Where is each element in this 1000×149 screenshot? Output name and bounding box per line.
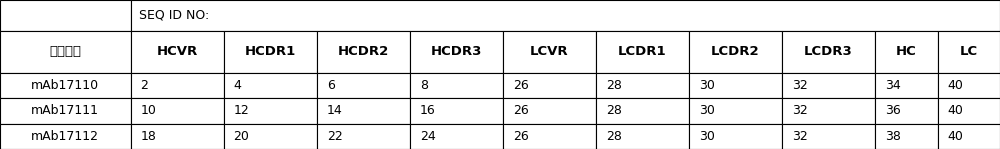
Bar [938,31,1000,73]
Text: 26: 26 [513,79,529,92]
Bar [782,31,875,73]
Bar [317,124,410,149]
Bar [317,31,410,73]
Bar [875,98,938,124]
Text: SEQ ID NO:: SEQ ID NO: [139,9,209,22]
Bar [317,98,410,124]
Bar [938,124,1000,149]
Text: 36: 36 [885,104,901,117]
Bar [938,98,1000,124]
Text: 30: 30 [699,130,715,143]
Text: LC: LC [960,45,978,58]
Bar [596,73,689,98]
Text: 34: 34 [885,79,901,92]
Bar [875,73,938,98]
Text: 40: 40 [948,79,963,92]
Text: LCDR1: LCDR1 [618,45,667,58]
Text: 20: 20 [234,130,249,143]
Bar [317,73,410,98]
Bar [410,124,503,149]
Bar [782,98,875,124]
Bar [689,98,782,124]
Bar [503,98,596,124]
Text: 28: 28 [606,130,622,143]
Bar [503,31,596,73]
Bar [689,73,782,98]
Bar [0,124,131,149]
Text: HCDR2: HCDR2 [338,45,389,58]
Text: 26: 26 [513,104,529,117]
Bar [596,31,689,73]
Text: 30: 30 [699,104,715,117]
Text: mAb17112: mAb17112 [31,130,99,143]
Text: 4: 4 [234,79,241,92]
Bar [131,98,224,124]
Text: 6: 6 [327,79,335,92]
Bar [131,31,224,73]
Text: LCDR2: LCDR2 [711,45,760,58]
Text: 32: 32 [792,104,808,117]
Text: HC: HC [896,45,917,58]
Bar [782,73,875,98]
Text: 32: 32 [792,130,808,143]
Bar [0,0,131,31]
Text: 22: 22 [327,130,342,143]
Text: 18: 18 [141,130,156,143]
Bar [503,124,596,149]
Bar [131,0,1000,31]
Bar [131,73,224,98]
Text: mAb17110: mAb17110 [31,79,99,92]
Text: 24: 24 [420,130,436,143]
Bar [131,124,224,149]
Bar [782,124,875,149]
Bar [224,98,317,124]
Text: HCDR1: HCDR1 [245,45,296,58]
Text: 14: 14 [327,104,342,117]
Text: LCDR3: LCDR3 [804,45,853,58]
Bar [596,124,689,149]
Text: 26: 26 [513,130,529,143]
Bar [410,98,503,124]
Text: 16: 16 [420,104,436,117]
Text: 8: 8 [420,79,428,92]
Text: 38: 38 [885,130,901,143]
Text: 32: 32 [792,79,808,92]
Bar [875,31,938,73]
Text: mAb17111: mAb17111 [31,104,99,117]
Text: HCVR: HCVR [156,45,198,58]
Text: 28: 28 [606,104,622,117]
Bar [938,73,1000,98]
Bar [410,73,503,98]
Text: 40: 40 [948,130,963,143]
Text: 30: 30 [699,79,715,92]
Bar [689,124,782,149]
Text: 10: 10 [141,104,156,117]
Bar [0,31,131,73]
Text: HCDR3: HCDR3 [431,45,482,58]
Bar [0,73,131,98]
Bar [875,124,938,149]
Text: 40: 40 [948,104,963,117]
Bar [410,31,503,73]
Text: 2: 2 [141,79,148,92]
Bar [224,124,317,149]
Text: LCVR: LCVR [530,45,569,58]
Bar [503,73,596,98]
Bar [0,98,131,124]
Bar [596,98,689,124]
Bar [224,31,317,73]
Text: 12: 12 [234,104,249,117]
Bar [224,73,317,98]
Text: 28: 28 [606,79,622,92]
Text: 抗体名称: 抗体名称 [49,45,81,58]
Bar [689,31,782,73]
